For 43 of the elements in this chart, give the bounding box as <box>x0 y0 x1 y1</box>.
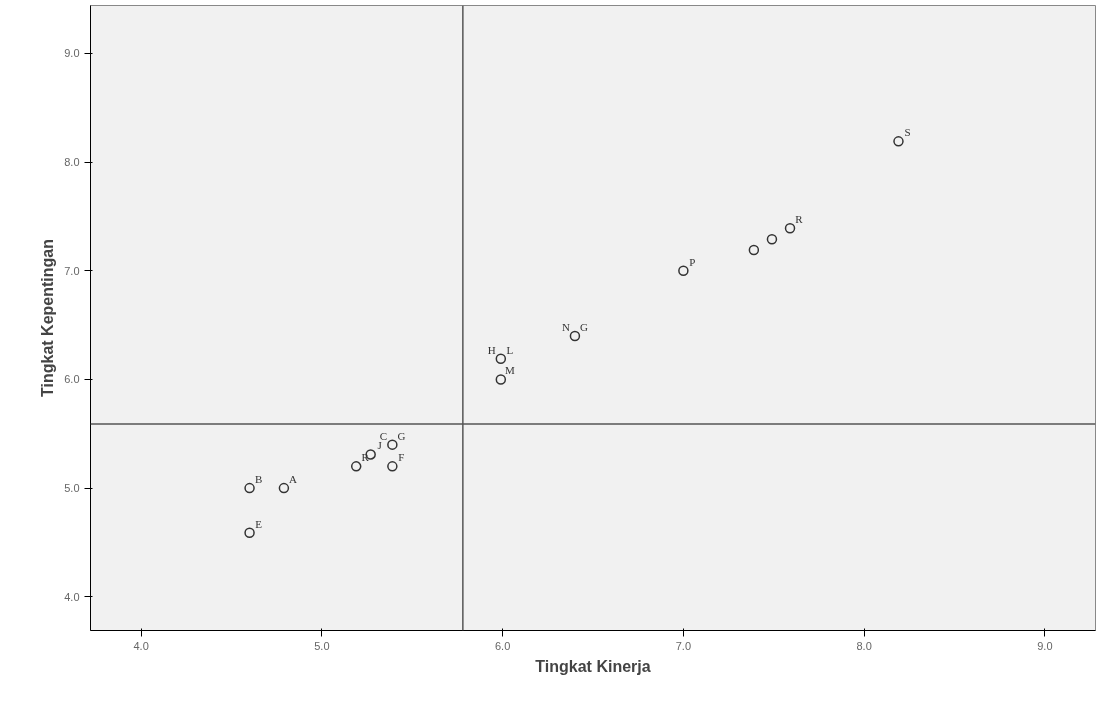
x-tick-label: 5.0 <box>314 639 330 652</box>
y-axis-title: Tingkat Kepentingan <box>39 239 57 397</box>
point <box>495 353 507 364</box>
y-tick-label: 8.0 <box>64 156 80 169</box>
x-tick-label: 6.0 <box>494 639 511 652</box>
y-tick-label: 4.0 <box>64 590 80 603</box>
x-tick-label: 4.0 <box>133 639 149 652</box>
y-tick-label: 6.0 <box>64 373 80 386</box>
annotation: A <box>288 473 297 486</box>
point <box>387 461 398 472</box>
x-tick-label: 8.0 <box>856 639 872 652</box>
y-tick-label: 9.0 <box>64 47 80 60</box>
annotation: L <box>506 343 514 356</box>
annotation: G <box>397 429 406 442</box>
point <box>350 461 362 472</box>
point <box>244 527 255 538</box>
x-tick-label: 9.0 <box>1037 639 1053 652</box>
annotation: J <box>377 439 383 452</box>
point <box>387 439 398 450</box>
point <box>784 223 796 234</box>
point <box>748 244 760 256</box>
point <box>893 136 904 147</box>
annotation: H <box>487 343 496 356</box>
annotation: E <box>255 517 263 530</box>
point <box>278 482 290 494</box>
y-tick-label: 7.0 <box>64 264 80 277</box>
annotation: G <box>579 320 588 333</box>
point <box>569 330 581 342</box>
annotation: P <box>689 255 696 268</box>
annotation: B <box>254 473 263 486</box>
annotation: M <box>504 364 515 377</box>
annotation: C <box>379 429 388 442</box>
annotation: N <box>561 320 570 333</box>
y-tick-label: 5.0 <box>64 482 80 495</box>
annotation: F <box>398 451 405 464</box>
point <box>766 233 778 245</box>
point <box>244 482 255 494</box>
point <box>495 374 507 385</box>
point <box>678 265 689 276</box>
x-tick-label: 7.0 <box>675 639 692 652</box>
annotation: S <box>904 126 911 139</box>
annotation: R <box>795 213 804 226</box>
x-axis-title: Tingkat Kinerja <box>535 657 651 675</box>
